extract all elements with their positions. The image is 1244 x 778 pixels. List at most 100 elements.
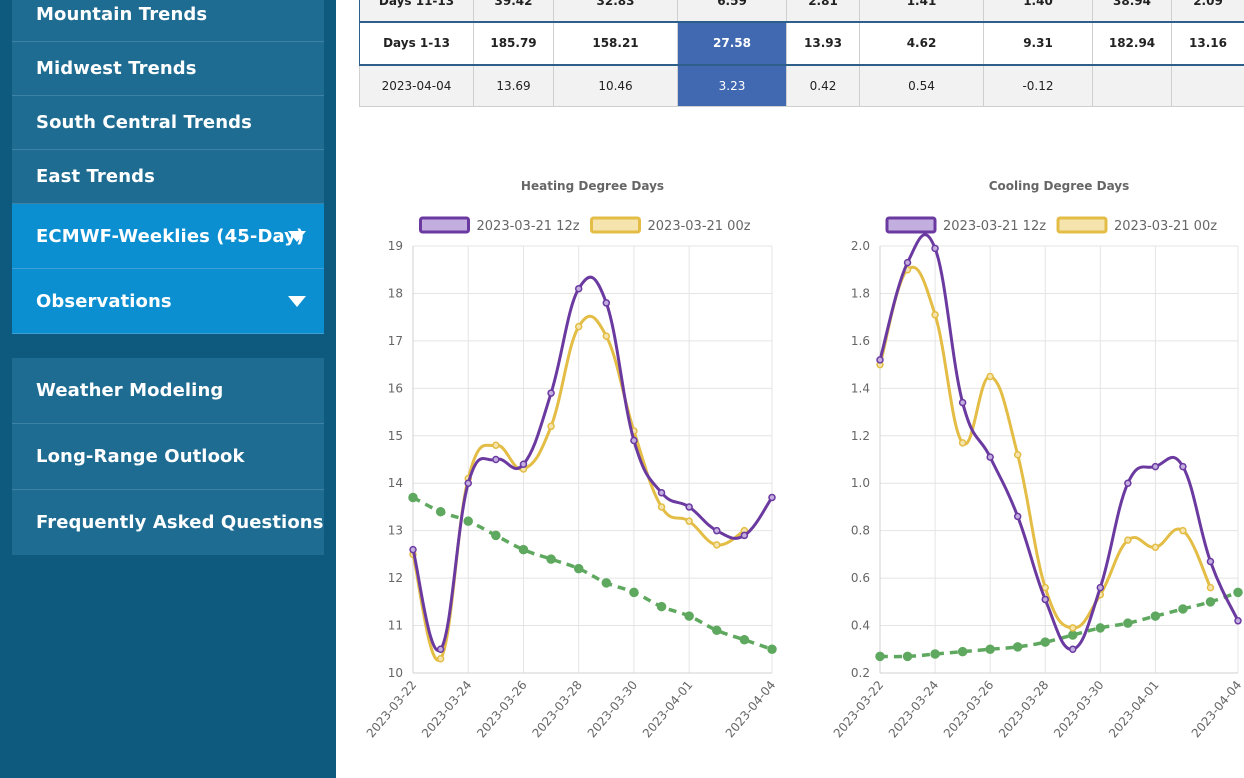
nav-item-label: Weather Modeling (36, 380, 224, 401)
data-point (986, 453, 994, 461)
nav-item-label: Long-Range Outlook (36, 446, 245, 467)
legend-swatch (590, 216, 641, 234)
data-point (930, 649, 940, 659)
nav-item-long-range-outlook[interactable]: Long-Range Outlook (12, 424, 324, 490)
data-point (1151, 543, 1160, 552)
data-point (657, 503, 666, 511)
nav-item-mountain-trends[interactable]: Mountain Trends (12, 0, 324, 42)
table-cell: 2.81 (786, 0, 860, 22)
nav-item-label: ECMWF-Weeklies (45-Day) (36, 225, 305, 247)
data-point (1123, 618, 1133, 628)
x-tick-label: 2023-03-22 (364, 678, 420, 740)
legend-swatch (419, 216, 470, 234)
chevron-down-icon[interactable] (288, 296, 306, 307)
nav-item-weather-modeling[interactable]: Weather Modeling (12, 358, 324, 424)
y-tick-label: 14 (388, 476, 403, 490)
y-tick-label: 15 (388, 429, 403, 443)
data-point (574, 284, 583, 293)
table-cell: Days 1-13 (359, 20, 474, 66)
table-cell: -0.12 (983, 64, 1093, 107)
table-cell: 0.42 (786, 64, 860, 107)
data-point (1041, 583, 1049, 592)
nav-item-observations[interactable]: Observations (12, 269, 324, 334)
table-cell: 32.83 (553, 0, 678, 22)
data-point (436, 645, 445, 654)
data-point (573, 563, 584, 574)
data-point (1040, 637, 1050, 647)
table-cell: 158.21 (553, 20, 678, 66)
data-point (902, 651, 913, 662)
data-point (875, 651, 885, 662)
data-point (931, 244, 939, 253)
data-point (1124, 536, 1132, 544)
table-cell-highlight: 27.58 (677, 20, 787, 66)
data-point (1178, 604, 1188, 614)
table-cell: 10.46 (553, 64, 678, 107)
y-tick-label: 13 (388, 524, 403, 538)
data-point (546, 554, 556, 564)
data-point (1096, 583, 1105, 592)
x-tick-label: 2023-03-28 (529, 678, 585, 740)
x-tick-label: 2023-03-24 (886, 678, 942, 740)
data-point (931, 311, 939, 319)
y-tick-label: 1.2 (851, 429, 870, 443)
data-point (767, 644, 777, 655)
data-point (408, 492, 418, 503)
data-point (768, 493, 776, 502)
data-point (1095, 623, 1106, 633)
data-point (957, 646, 968, 657)
data-point (958, 439, 967, 447)
table-cell: 185.79 (473, 20, 554, 66)
data-point (1206, 557, 1215, 566)
data-point (518, 544, 529, 555)
table-cell: Days 11-13 (359, 0, 474, 22)
data-point (713, 526, 721, 535)
y-tick-label: 0.8 (851, 524, 870, 538)
nav-item-south-central-trends[interactable]: South Central Trends (12, 96, 324, 150)
legend-swatch (885, 216, 937, 234)
data-point (436, 655, 445, 663)
cooling-degree-days-chart: Cooling Degree Days 2023-03-21 12z 2023-03… (831, 179, 1244, 740)
data-point (1179, 462, 1187, 471)
y-tick-label: 11 (388, 619, 403, 633)
nav-item-label: Midwest Trends (36, 58, 197, 79)
chevron-down-icon[interactable] (288, 231, 306, 242)
y-tick-label: 0.4 (851, 619, 870, 633)
table-cell: 1.40 (983, 0, 1093, 22)
y-tick-label: 19 (388, 239, 403, 253)
nav-item-faq[interactable]: Frequently Asked Questions (12, 490, 324, 555)
data-point (1179, 526, 1187, 535)
data-point (1069, 645, 1077, 654)
data-point (1124, 479, 1132, 487)
x-tick-label: 2023-04-01 (1106, 678, 1162, 740)
data-point (685, 517, 693, 525)
table-cell-highlight: 3.23 (677, 64, 787, 107)
data-point (491, 530, 501, 541)
data-point (1206, 583, 1215, 592)
data-point (1205, 597, 1216, 607)
data-point (629, 587, 639, 598)
y-tick-label: 1.8 (851, 286, 870, 300)
table-cell: 9.31 (983, 20, 1093, 66)
series-line (411, 275, 774, 652)
nav-group-resources: Weather Modeling Long-Range Outlook Freq… (12, 358, 324, 555)
nav-item-label: Frequently Asked Questions (36, 512, 324, 533)
nav-item-midwest-trends[interactable]: Midwest Trends (12, 42, 324, 96)
data-point (601, 578, 612, 588)
nav-item-label: South Central Trends (36, 112, 252, 133)
chart-title: Heating Degree Days (521, 179, 664, 193)
table-cell: 2.09 (1171, 0, 1244, 22)
data-point (519, 460, 528, 468)
legend-label: 2023-03-21 12z (943, 219, 1046, 234)
y-tick-label: 1.0 (851, 476, 870, 490)
y-tick-label: 1.4 (851, 381, 870, 395)
table-cell: 4.62 (859, 20, 984, 66)
heating-degree-days-chart: Heating Degree Days 2023-03-21 12z 2023-03… (364, 179, 779, 740)
legend-swatch (1056, 216, 1108, 234)
legend-label: 2023-03-21 12z (477, 219, 580, 234)
table-cell (1092, 64, 1172, 107)
data-point (435, 506, 446, 517)
nav-item-east-trends[interactable]: East Trends (12, 150, 324, 204)
nav-item-ecmwf-weeklies[interactable]: ECMWF-Weeklies (45-Day) (12, 204, 324, 269)
data-point (492, 455, 500, 464)
